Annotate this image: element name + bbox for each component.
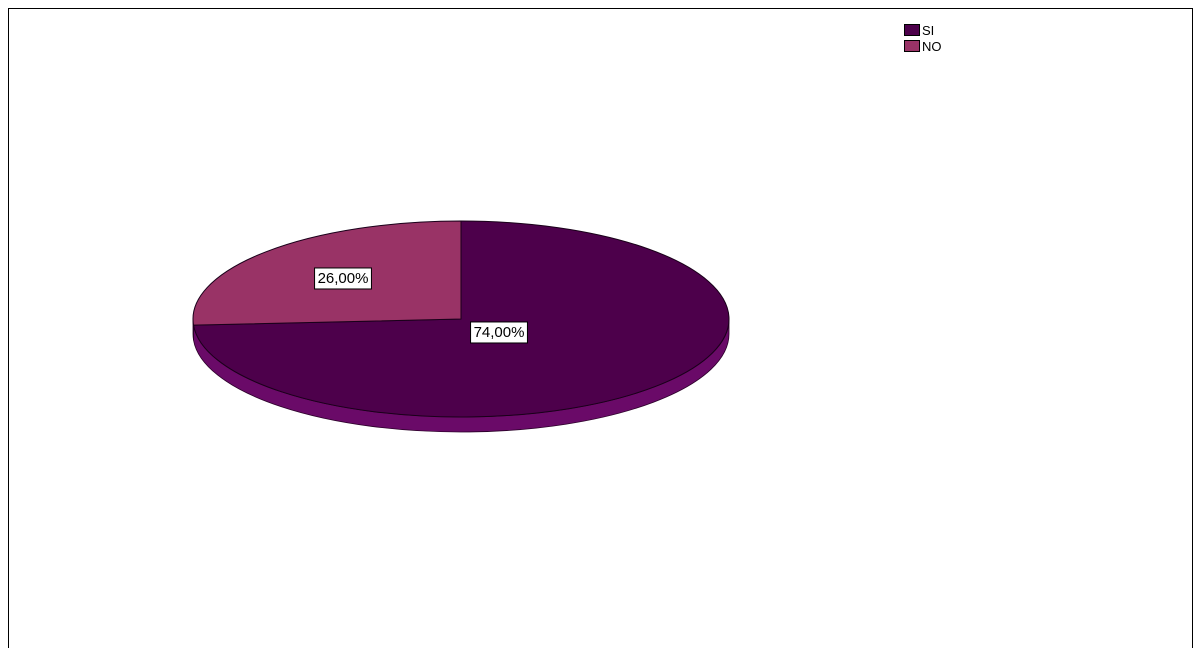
legend-label-si: SI bbox=[922, 22, 935, 38]
data-label-text-si: 74,00% bbox=[474, 324, 525, 341]
data-label-box-no bbox=[314, 267, 372, 290]
legend-item-si: SI bbox=[904, 22, 942, 38]
data-label-no: 26,00% bbox=[314, 267, 372, 290]
data-label-si: 74,00% bbox=[470, 321, 528, 344]
legend: SI NO bbox=[904, 22, 942, 54]
chart-frame bbox=[8, 8, 1193, 648]
data-label-box-si bbox=[470, 321, 528, 344]
legend-label-no: NO bbox=[922, 38, 942, 54]
legend-swatch-si bbox=[904, 24, 920, 36]
legend-swatch-no bbox=[904, 40, 920, 52]
data-label-text-no: 26,00% bbox=[318, 270, 369, 287]
legend-item-no: NO bbox=[904, 38, 942, 54]
